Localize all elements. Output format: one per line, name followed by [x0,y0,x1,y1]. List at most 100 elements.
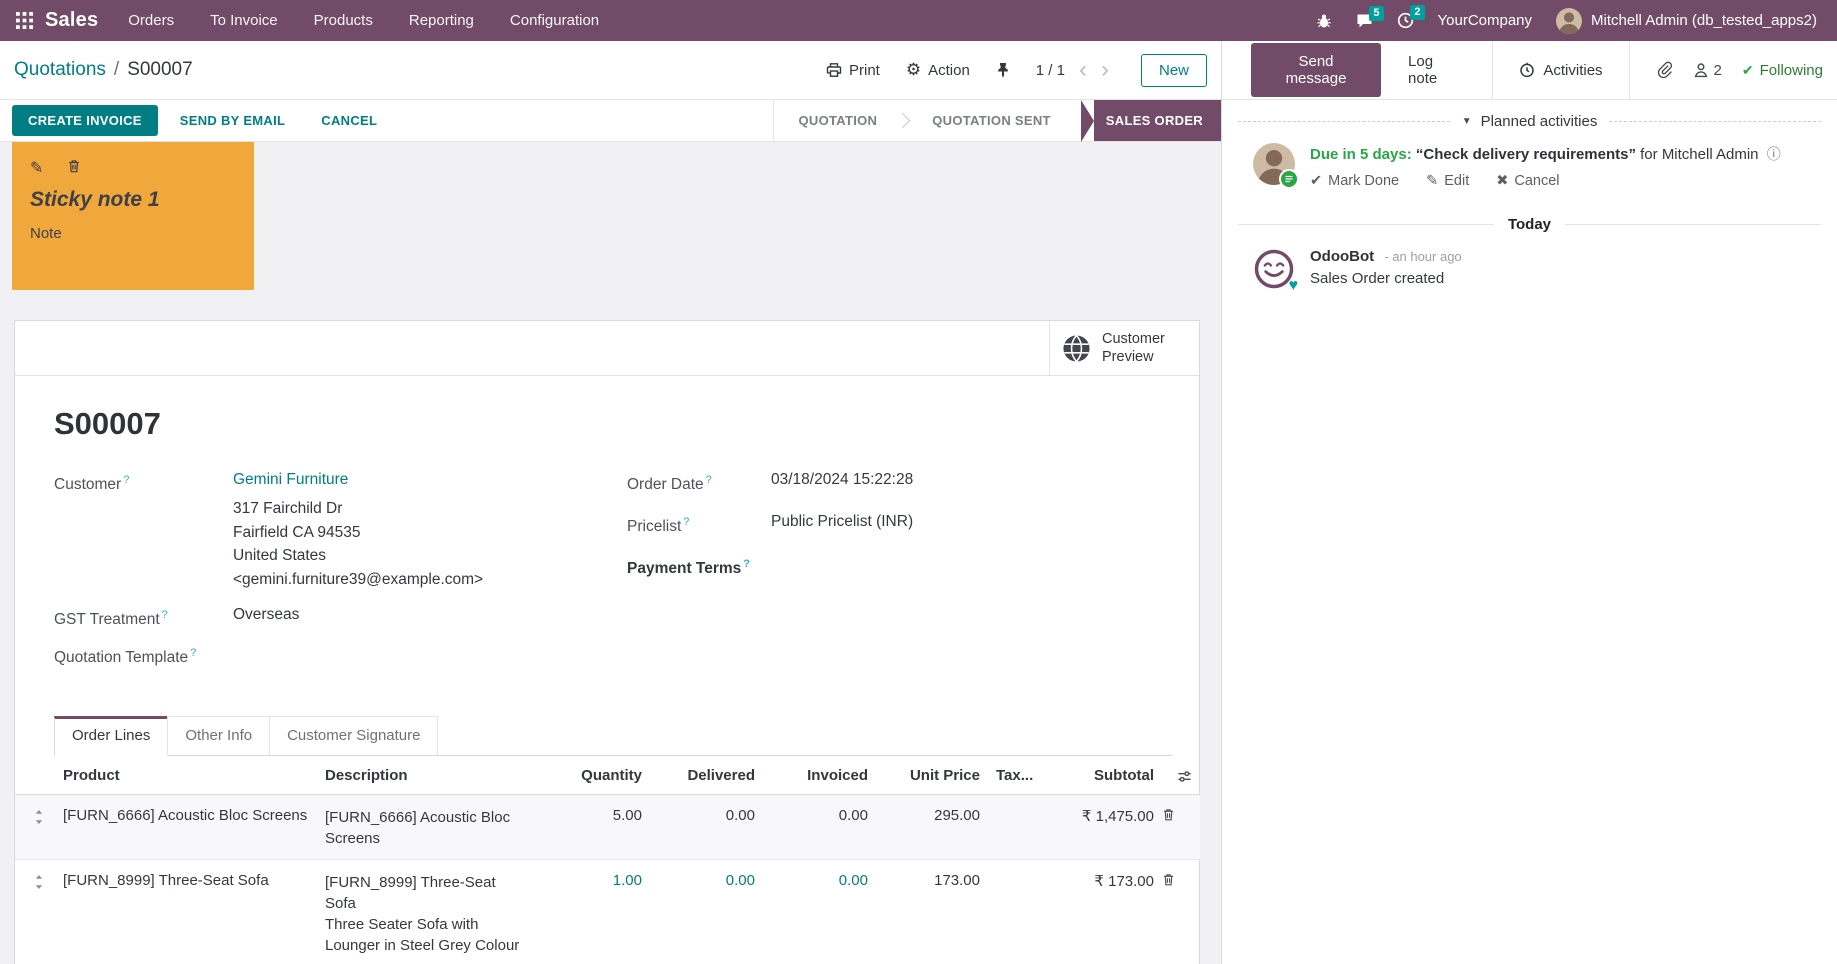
trash-icon[interactable] [1162,807,1175,822]
sticky-delete-trash-icon[interactable] [67,158,81,178]
address-email: <gemini.furniture39@example.com> [233,570,484,588]
message-item: ♥ OdooBot - an hour ago Sales Order crea… [1238,248,1821,290]
new-button[interactable]: New [1140,53,1207,87]
following-button[interactable]: ✔ Following [1741,61,1823,79]
schedule-activity-button[interactable]: Activities [1519,62,1603,79]
address-line: 317 Fairchild Dr [233,500,343,518]
menu-reporting[interactable]: Reporting [408,12,474,29]
mark-done-button[interactable]: ✔ Mark Done [1310,173,1400,189]
help-marker: ? [743,558,751,571]
company-switcher[interactable]: YourCompany [1437,12,1533,29]
cross-icon: ✖ [1496,173,1509,189]
line-description[interactable]: [FURN_6666] Acoustic Bloc Screens [325,794,538,861]
tab-other-info[interactable]: Other Info [167,716,271,756]
line-quantity[interactable]: 1.00 [538,859,650,964]
status-quotation-sent[interactable]: QUOTATION SENT [932,113,1051,128]
pin-icon[interactable] [996,62,1010,78]
sticky-edit-pencil-icon[interactable]: ✎ [30,160,44,177]
line-description[interactable]: [FURN_8999] Three-Seat Sofa Three Seater… [325,859,538,964]
optional-columns-icon[interactable] [1177,769,1192,784]
line-invoiced[interactable]: 0.00 [763,794,876,861]
send-by-email-button[interactable]: SEND BY EMAIL [166,105,300,136]
order-line-row: [FURN_8999] Three-Seat Sofa [FURN_8999] … [15,859,1200,964]
line-unit-price[interactable]: 173.00 [876,859,988,964]
chevron-down-icon: ▼ [1461,116,1472,127]
line-delivered[interactable]: 0.00 [650,859,763,964]
form-sheet: Customer Preview S00007 Customer? Gemini… [14,320,1200,964]
message-timestamp: - an hour ago [1384,249,1462,264]
planned-activities-header[interactable]: ▼ Planned activities [1238,113,1822,130]
line-tax[interactable] [988,794,1066,861]
tab-customer-signature[interactable]: Customer Signature [269,716,439,756]
quotation-template-label: Quotation Template? [54,647,197,667]
payment-terms-label: Payment Terms? [627,558,751,578]
col-subtotal[interactable]: Subtotal [1066,756,1162,796]
order-reference-title[interactable]: S00007 [54,406,161,441]
message-author[interactable]: OdooBot [1310,248,1375,265]
followers-button[interactable]: 2 [1693,62,1722,79]
bug-icon[interactable] [1316,13,1332,29]
pager-prev-icon[interactable]: ‹ [1078,56,1087,83]
main-panel: Quotations / S00007 Print ⚙ [0,41,1222,964]
apps-grid-icon[interactable] [16,12,33,29]
customer-preview-button[interactable]: Customer Preview [1049,321,1199,375]
pricelist-label: Pricelist? [627,516,690,536]
breadcrumb-separator: / [113,59,120,80]
order-date-value[interactable]: 03/18/2024 15:22:28 [771,471,914,488]
line-quantity[interactable]: 5.00 [538,794,650,861]
attachment-paperclip-icon[interactable] [1656,61,1673,79]
create-invoice-button[interactable]: CREATE INVOICE [12,105,158,136]
info-icon[interactable]: ⓘ [1766,146,1781,162]
activities-clock-icon[interactable]: 2 [1397,5,1425,29]
action-button[interactable]: ⚙ Action [905,60,970,79]
menu-to-invoice[interactable]: To Invoice [210,12,278,29]
col-delivered[interactable]: Delivered [650,756,763,796]
customer-value-link[interactable]: Gemini Furniture [233,471,349,488]
log-note-button[interactable]: Log note [1408,53,1438,87]
statusbar-arrow [1080,99,1094,142]
user-menu[interactable]: Mitchell Admin (db_tested_apps2) [1556,7,1817,34]
col-unit-price[interactable]: Unit Price [876,756,988,796]
cancel-button[interactable]: CANCEL [307,105,391,136]
menu-products[interactable]: Products [313,12,373,29]
menu-configuration[interactable]: Configuration [509,12,600,29]
address-line: Fairfield CA 94535 [233,523,361,541]
line-product[interactable]: [FURN_6666] Acoustic Bloc Screens [63,794,325,861]
breadcrumb-quotations-link[interactable]: Quotations [14,59,106,80]
app-name[interactable]: Sales [45,9,99,31]
drag-handle-icon[interactable] [15,859,63,964]
line-tax[interactable] [988,859,1066,964]
drag-handle-icon[interactable] [15,794,63,861]
edit-activity-button[interactable]: ✎ Edit [1426,173,1470,189]
cancel-activity-button[interactable]: ✖ Cancel [1496,173,1560,189]
customer-label: Customer? [54,474,130,494]
activity-summary: “Check delivery requirements” [1415,146,1636,163]
help-marker: ? [161,609,168,622]
col-invoiced[interactable]: Invoiced [763,756,876,796]
status-sales-order[interactable]: SALES ORDER [1093,100,1221,141]
line-product[interactable]: [FURN_8999] Three-Seat Sofa [63,859,325,964]
trash-icon[interactable] [1162,872,1175,887]
send-message-button[interactable]: Send message [1251,43,1382,97]
line-invoiced[interactable]: 0.00 [763,859,876,964]
tab-order-lines[interactable]: Order Lines [54,716,169,757]
pricelist-value[interactable]: Public Pricelist (INR) [771,513,914,531]
check-icon: ✔ [1310,173,1323,189]
pager-next-icon[interactable]: › [1100,56,1109,83]
col-description[interactable]: Description [325,756,538,796]
today-separator: Today [1238,216,1821,233]
print-button[interactable]: Print [826,62,880,79]
globe-icon [1062,334,1091,363]
status-quotation[interactable]: QUOTATION [798,113,878,128]
help-marker: ? [190,647,197,660]
col-tax[interactable]: Tax... [988,756,1066,796]
line-unit-price[interactable]: 295.00 [876,794,988,861]
gst-treatment-value[interactable]: Overseas [233,606,300,624]
line-subtotal: ₹ 173.00 [1066,859,1162,964]
menu-orders[interactable]: Orders [128,12,175,29]
messages-icon[interactable]: 5 [1356,5,1384,29]
breadcrumb: Quotations / S00007 [14,59,193,81]
col-quantity[interactable]: Quantity [538,756,650,796]
col-product[interactable]: Product [63,756,325,796]
line-delivered[interactable]: 0.00 [650,794,763,861]
